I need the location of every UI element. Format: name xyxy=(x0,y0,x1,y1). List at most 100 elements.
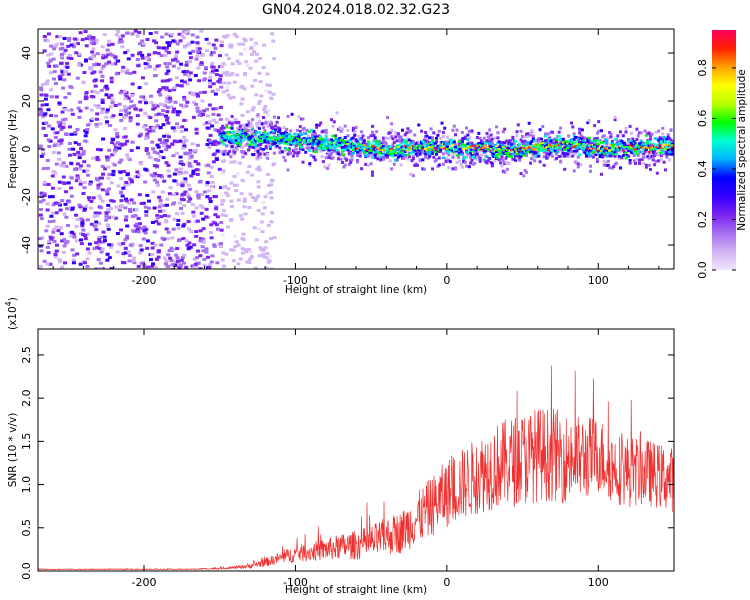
noise-cell xyxy=(243,248,248,252)
noise-cell xyxy=(210,65,215,69)
noise-cell xyxy=(269,183,274,187)
ridge-cell xyxy=(443,126,447,130)
noise-cell xyxy=(265,252,270,256)
ridge-cell xyxy=(259,142,263,146)
noise-cell xyxy=(170,32,174,36)
noise-cell xyxy=(105,158,110,162)
x-tick-label: 0 xyxy=(443,274,450,287)
y-tick-label: 1.5 xyxy=(20,433,33,451)
noise-cell xyxy=(117,242,121,246)
ridge-cell xyxy=(294,147,298,151)
y-tick-label: 0 xyxy=(20,146,33,153)
noise-cell xyxy=(253,266,258,269)
ridge-cell xyxy=(264,146,268,150)
ridge-cell xyxy=(512,142,516,146)
noise-cell xyxy=(119,158,124,162)
noise-cell xyxy=(163,62,168,65)
ridge-cell xyxy=(662,160,666,164)
noise-cell xyxy=(155,64,160,68)
ridge-cell xyxy=(458,140,462,143)
noise-cell xyxy=(160,190,165,194)
ridge-cell xyxy=(567,134,571,138)
ridge-cell xyxy=(525,153,528,157)
ridge-cell xyxy=(253,143,257,146)
noise-cell xyxy=(173,100,178,104)
noise-cell xyxy=(74,213,78,217)
ridge-cell xyxy=(553,138,557,141)
ridge-core-cell xyxy=(501,146,505,148)
noise-cell xyxy=(57,157,62,161)
noise-cell xyxy=(205,181,210,184)
noise-cell xyxy=(65,240,70,244)
ridge-cell xyxy=(451,153,455,157)
noise-cell xyxy=(45,159,50,162)
noise-cell xyxy=(199,110,204,114)
noise-cell xyxy=(63,48,68,52)
ridge-cell xyxy=(392,141,396,145)
noise-cell xyxy=(208,200,213,203)
ridge-core-cell xyxy=(496,149,500,152)
ridge-cell xyxy=(624,157,628,160)
noise-cell xyxy=(249,37,254,41)
noise-cell xyxy=(137,86,142,90)
ridge-cell xyxy=(583,141,587,145)
ridge-cell xyxy=(628,124,632,128)
noise-cell xyxy=(42,194,47,198)
noise-cell xyxy=(198,229,203,233)
noise-cell xyxy=(111,199,116,203)
ridge-cell xyxy=(343,163,347,167)
noise-cell xyxy=(154,41,159,45)
ridge-cell xyxy=(526,141,530,144)
noise-cell xyxy=(205,195,210,199)
noise-cell xyxy=(51,203,56,207)
noise-cell xyxy=(48,262,53,266)
ridge-cell xyxy=(270,123,274,127)
noise-cell xyxy=(64,190,68,194)
noise-cell xyxy=(51,170,56,173)
noise-cell xyxy=(122,127,127,130)
noise-cell xyxy=(166,264,171,268)
noise-cell xyxy=(256,209,261,212)
noise-cell xyxy=(93,41,98,45)
ridge-cell xyxy=(248,143,252,146)
noise-cell xyxy=(175,256,180,260)
noise-cell xyxy=(233,183,237,187)
noise-cell xyxy=(105,120,109,124)
ridge-cell xyxy=(447,153,451,157)
ridge-cell xyxy=(463,160,467,164)
ridge-cell xyxy=(647,151,651,155)
noise-cell xyxy=(74,51,79,55)
ridge-cell xyxy=(647,156,651,160)
noise-cell xyxy=(92,79,97,83)
ridge-cell xyxy=(585,155,588,158)
noise-cell xyxy=(204,37,209,41)
ridge-cell xyxy=(332,148,336,152)
noise-cell xyxy=(229,218,234,222)
ridge-cell xyxy=(621,141,625,145)
noise-cell xyxy=(132,104,137,108)
ridge-cell xyxy=(425,144,429,147)
noise-cell xyxy=(171,227,176,231)
ridge-cell xyxy=(425,134,429,138)
noise-cell xyxy=(109,115,114,119)
noise-cell xyxy=(114,146,118,150)
noise-cell xyxy=(176,182,181,186)
ridge-cell xyxy=(260,140,264,143)
ridge-cell xyxy=(565,154,569,158)
ridge-cell xyxy=(496,141,500,145)
noise-cell xyxy=(62,212,67,216)
ridge-cell xyxy=(395,139,399,143)
noise-cell xyxy=(80,224,85,228)
ridge-cell xyxy=(262,116,265,119)
ridge-cell xyxy=(418,144,422,148)
ridge-cell xyxy=(346,128,350,132)
noise-cell xyxy=(75,128,80,131)
noise-cell xyxy=(210,254,215,258)
noise-cell xyxy=(62,244,67,248)
noise-cell xyxy=(183,177,188,181)
noise-cell xyxy=(220,65,225,69)
noise-cell xyxy=(224,53,229,57)
ridge-core-cell xyxy=(281,135,284,138)
ridge-cell xyxy=(411,174,415,178)
noise-cell xyxy=(60,70,65,74)
